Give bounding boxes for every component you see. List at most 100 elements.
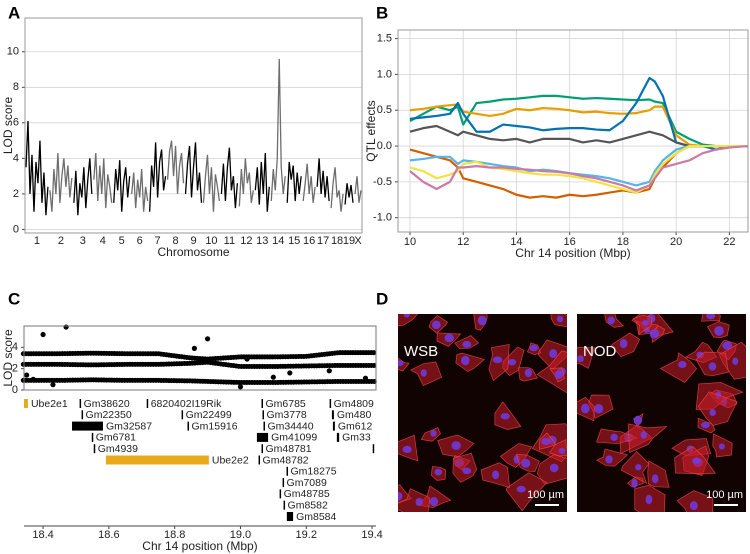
gene-name: Ube2e1 <box>31 398 68 410</box>
x-tick-label: 15 <box>288 235 300 247</box>
cell-nucleus <box>492 470 500 480</box>
x-tick-label: 8 <box>172 235 178 247</box>
cell-nucleus <box>580 403 590 414</box>
gene <box>329 399 332 408</box>
panel-letter: D <box>376 289 388 308</box>
x-tick-label: X <box>354 235 362 247</box>
image-label: WSB <box>404 343 438 360</box>
cell-body <box>627 423 668 454</box>
cell-nucleus <box>492 356 503 364</box>
panel-letter: A <box>8 3 20 22</box>
lod-point <box>362 375 369 381</box>
chromosome-lod-trace <box>166 140 185 194</box>
plot-frame <box>23 325 377 391</box>
x-tick-label: 2 <box>58 235 64 247</box>
gene-name: Gm8582 <box>288 499 328 511</box>
lod-band <box>20 350 378 362</box>
lod-point <box>63 324 69 330</box>
effect-line <box>409 144 748 194</box>
image-label: NOD <box>583 343 617 360</box>
x-axis-label: Chromosome <box>157 245 229 259</box>
gene <box>258 455 261 465</box>
x-tick-label: 7 <box>155 235 161 247</box>
gene <box>181 410 184 420</box>
lod-point <box>287 370 293 376</box>
chromosome-lod-trace <box>202 154 221 212</box>
gene-name: Gm3778 <box>266 409 306 421</box>
y-axis-label: LOD score <box>1 97 15 155</box>
chromosome-lod-trace <box>270 58 286 202</box>
gene <box>24 399 28 408</box>
chromosome-lod-trace <box>49 153 73 212</box>
gene <box>187 421 189 431</box>
cell-body <box>398 488 430 512</box>
gene <box>146 399 149 408</box>
cell-nucleus <box>549 348 558 359</box>
gene <box>81 410 84 420</box>
gene-name: Gm48782 <box>263 454 309 466</box>
lod-point <box>326 368 332 374</box>
chromosome-lod-trace <box>316 158 330 202</box>
lod-point <box>237 384 244 390</box>
cell-nucleus <box>610 433 618 441</box>
gene-name: Gm612 <box>338 420 373 432</box>
cell-nucleus <box>605 455 613 464</box>
scale-bar-label: 100 µm <box>527 489 564 501</box>
cell-body <box>505 472 548 512</box>
x-tick-label: 19.2 <box>296 529 317 541</box>
cell-nucleus <box>558 447 566 454</box>
lod-point <box>244 356 250 362</box>
lod-point <box>50 382 56 388</box>
x-tick-label: 11 <box>224 235 235 247</box>
cell-nucleus <box>714 325 724 336</box>
plot-frame <box>24 17 363 234</box>
gene-name: 6820402I19Rik <box>151 398 222 410</box>
cell-nucleus <box>444 333 455 343</box>
effect-line <box>409 144 749 192</box>
gene-name: Gm4939 <box>98 443 138 455</box>
x-tick-label: 3 <box>80 235 86 247</box>
lod-band <box>20 359 378 370</box>
gene <box>279 489 282 499</box>
chromosome-lod-trace <box>25 121 49 216</box>
cell-nucleus <box>709 409 716 416</box>
chromosome-lod-trace <box>254 153 270 212</box>
lod-point <box>40 331 46 338</box>
y-tick-label: 8 <box>13 81 19 93</box>
x-tick-label: 9 <box>190 235 196 247</box>
cell-nucleus <box>607 316 615 325</box>
scale-bar-label: 100 µm <box>706 489 743 501</box>
cell-nucleus <box>549 463 559 473</box>
y-tick-label: 0.0 <box>377 140 392 152</box>
x-tick-label: 19.4 <box>361 529 382 541</box>
chromosome-lod-trace <box>148 142 167 212</box>
lod-point <box>24 372 30 378</box>
cell-nucleus <box>529 344 538 352</box>
x-tick-label: 19.0 <box>230 529 251 541</box>
y-tick-label: -0.5 <box>373 176 392 188</box>
y-axis-label: LOD score <box>1 329 15 387</box>
y-tick-label: 2 <box>13 188 19 200</box>
x-tick-label: 18.8 <box>164 529 185 541</box>
cell-nucleus <box>732 357 739 365</box>
cell-body <box>452 452 478 483</box>
gene <box>336 432 340 442</box>
gene-name: Gm8584 <box>296 511 336 523</box>
cell-nucleus <box>524 368 533 378</box>
x-tick-label: 18 <box>617 236 629 248</box>
chromosome-lod-trace <box>131 168 149 212</box>
y-axis-label: QTL effects <box>364 100 378 161</box>
cell-nucleus <box>554 370 563 379</box>
gene-name: Gm34440 <box>267 420 313 432</box>
cell-nucleus <box>521 458 531 468</box>
x-tick-label: 20 <box>670 236 682 248</box>
lod-band <box>20 377 378 386</box>
cell-nucleus <box>718 443 725 450</box>
cell-nucleus <box>477 315 487 326</box>
effect-line <box>409 144 748 199</box>
cell-nucleus <box>402 445 412 454</box>
effect-line <box>409 124 748 148</box>
gene-name: Gm480 <box>337 409 372 421</box>
chromosome-lod-trace <box>286 161 302 203</box>
lod-point <box>204 336 211 342</box>
